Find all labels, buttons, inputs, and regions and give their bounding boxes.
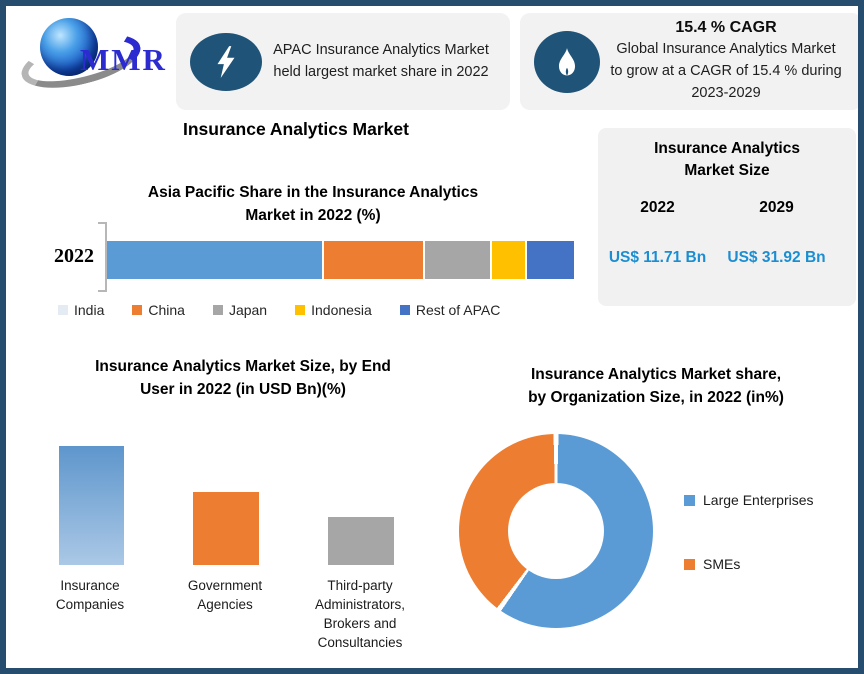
legend-item-large-enterprises: Large Enterprises [684,492,814,508]
callout-apac-text: APAC Insurance Analytics Market held lar… [262,40,500,84]
callout-apac-line2: held largest market share in 2022 [273,63,489,80]
bar-segment-japan [424,241,491,279]
legend-label-japan: Japan [228,302,268,318]
value-2029: US$ 31.92 Bn [727,248,826,266]
value-2022: US$ 11.71 Bn [608,248,707,266]
org-size-chart-title-line2: by Organization Size, in 2022 (in%) [528,389,784,407]
year-2029-label: 2029 [759,198,794,216]
apac-share-chart-title-line2: Market in 2022 (%) [245,207,381,225]
market-size-title-line2: Market Size [684,162,770,180]
legend-item-smes: SMEs [684,556,740,572]
legend-label-indonesia: Indonesia [311,302,372,318]
legend-marker-japan [212,305,223,315]
legend-marker-smes [684,558,695,570]
callout-cagr: 15.4 % CAGR Global Insurance Analytics M… [520,13,858,110]
end-user-chart-title-line1: Insurance Analytics Market Size, by End [95,358,391,375]
callout-cagr-line2: to grow at a CAGR of 15.4 % during [610,63,842,80]
end-user-chart-title: Insurance Analytics Market Size, by End … [63,355,423,402]
cagr-headline: 15.4 % CAGR [675,19,777,37]
legend-item-india: India [58,302,104,318]
legend-marker-large-enterprises [684,494,695,506]
legend-item-indonesia: Indonesia [295,302,372,318]
category-axis-label: 2022 [54,245,94,267]
legend-marker-rest-of-apac [399,305,410,315]
flame-icon [534,30,600,93]
callout-cagr-line3: 2023-2029 [691,84,761,101]
logo-text: MMR [80,42,167,77]
donut-hole [508,483,604,579]
bar-segment-indonesia [492,241,526,279]
stacked-bar [107,241,575,279]
mmr-logo: MMR [16,8,176,103]
market-size-title-line1: Insurance Analytics [654,140,800,157]
legend-item-rest-of-apac: Rest of APAC [399,302,501,318]
bar-government-agencies [193,492,259,565]
legend-marker-indonesia [295,305,306,315]
legend-label-smes: SMEs [703,556,741,572]
org-size-chart-title-line1: Insurance Analytics Market share, [530,366,782,383]
apac-share-legend: India China Japan Indonesia Rest of APAC [58,302,598,318]
callout-apac-line1: APAC Insurance Analytics Market [273,41,489,58]
bar-label-insurance-companies: Insurance Companies [55,578,125,612]
callout-cagr-line1: Global Insurance Analytics Market [616,41,836,58]
legend-marker-china [132,305,143,315]
lightning-icon [190,32,262,91]
legend-item-china: China [132,302,185,318]
apac-share-chart-title: Asia Pacific Share in the Insurance Anal… [118,181,508,228]
globe-icon [40,18,98,76]
market-size-panel: Insurance Analytics Market Size 2022 202… [598,128,856,306]
bar-segment-india [107,241,323,279]
legend-marker-india [58,305,68,315]
market-size-title: Insurance Analytics Market Size [598,138,856,183]
end-user-chart-title-line2: User in 2022 (in USD Bn)(%) [140,381,346,399]
bar-third-party [328,517,394,565]
legend-label-large-enterprises: Large Enterprises [703,492,814,508]
year-2022-label: 2022 [640,198,675,216]
bar-insurance-companies [59,446,124,565]
callout-cagr-text: 15.4 % CAGR Global Insurance Analytics M… [600,18,852,104]
bar-segment-china [324,241,423,279]
legend-label-india: India [74,302,105,318]
market-size-grid: 2022 2029 US$ 11.71 Bn US$ 31.92 Bn [598,183,856,267]
legend-item-japan: Japan [212,302,268,318]
callout-apac-share: APAC Insurance Analytics Market held lar… [176,13,510,110]
bar-label-government-agencies: Government Agencies [187,578,263,612]
legend-label-china: China [148,302,185,318]
bar-label-third-party: Third-party Administrators, Brokers and … [314,578,406,650]
donut-ring [459,434,653,628]
legend-label-rest-of-apac: Rest of APAC [415,302,501,318]
apac-share-chart-title-line1: Asia Pacific Share in the Insurance Anal… [147,184,479,201]
org-size-chart-title: Insurance Analytics Market share, by Org… [460,363,852,410]
bar-segment-rest-of-apac [527,241,575,279]
category-axis [98,222,113,292]
page-title: Insurance Analytics Market [183,119,409,139]
